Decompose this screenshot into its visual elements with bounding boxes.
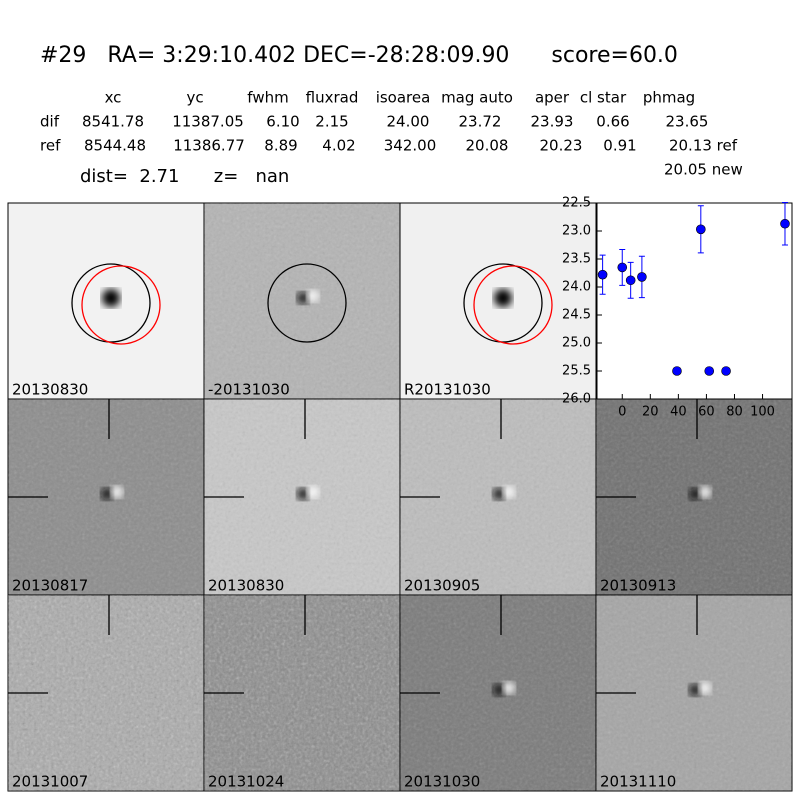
source-neg <box>493 488 505 500</box>
data-point <box>672 366 682 376</box>
y-tick-label: 26.0 <box>562 392 591 407</box>
source-neg <box>689 684 701 696</box>
table-cell: 0.66 <box>596 113 629 131</box>
source-neg <box>493 684 505 696</box>
data-point <box>780 218 790 229</box>
x-tick-label: 60 <box>698 405 715 420</box>
stamp-label: 20130830 <box>208 577 284 595</box>
table-cell: 11386.77 <box>173 137 245 155</box>
stamp-grid: 20130830 -20131030 R20131030 20130817 201308… <box>7 202 793 792</box>
table-cell: 0.91 <box>603 137 636 155</box>
table-cell: 11387.05 <box>172 113 244 131</box>
y-tick-label: 23.5 <box>562 252 591 267</box>
x-tick-label: 100 <box>750 405 775 420</box>
table-cell: 6.10 <box>266 113 299 131</box>
lightcurve: 22.5 23.0 23.5 24.0 24.5 25.0 25.5 26.0 0 20 40 60 8… <box>562 196 793 420</box>
aperture <box>267 263 347 343</box>
column-header: yc <box>186 89 203 107</box>
aperture <box>463 263 543 343</box>
y-tick-label: 22.5 <box>562 196 591 211</box>
stamp-label: 20131110 <box>600 773 676 791</box>
source-neg <box>689 488 701 500</box>
table-cell: 2.15 <box>315 113 348 131</box>
x-tick-label: 0 <box>618 405 626 420</box>
y-tick-label: 23.0 <box>562 224 591 239</box>
y-tick-label: 24.0 <box>562 280 591 295</box>
table-cell: 8.89 <box>264 137 297 155</box>
table-cell: 20.13 ref <box>669 137 738 155</box>
stamp-label: 20130817 <box>12 577 88 595</box>
data-point <box>704 366 715 376</box>
source-pos <box>503 682 515 694</box>
table-cell: 8541.78 <box>82 113 144 131</box>
stamp-label: 20131030 <box>404 773 480 791</box>
title: #29 RA= 3:29:10.402 DEC=-28:28:09.90 sco… <box>40 43 678 68</box>
source <box>102 289 120 307</box>
source-neg <box>297 488 309 500</box>
stamp-label: R20131030 <box>404 381 491 399</box>
source-pos <box>307 486 319 498</box>
source-pos <box>699 486 711 498</box>
aperture-ref <box>473 265 553 345</box>
column-header: fwhm <box>247 89 288 107</box>
stamp-label: 20130905 <box>404 577 480 595</box>
column-header: phmag <box>643 89 695 107</box>
column-header: cl star <box>580 89 627 107</box>
row-label: dif <box>40 113 60 131</box>
table-cell: 20.08 <box>466 137 509 155</box>
stamp-label: -20131030 <box>208 381 290 399</box>
x-tick-label: 20 <box>642 405 659 420</box>
source-pos <box>503 486 515 498</box>
y-tick-label: 25.5 <box>562 364 591 379</box>
data-point <box>721 366 731 376</box>
row-label: ref <box>40 137 61 155</box>
table-cell: 24.00 <box>387 113 430 131</box>
extra-mag: 20.05 new <box>664 161 743 179</box>
source <box>494 289 512 307</box>
x-tick-label: 80 <box>726 405 743 420</box>
source-neg <box>297 292 309 304</box>
stamp-label: 20131024 <box>208 773 284 791</box>
table-cell: 23.65 <box>666 113 709 131</box>
aperture-ref <box>81 265 161 345</box>
source-neg <box>101 488 113 500</box>
source-pos <box>111 486 123 498</box>
y-tick-label: 24.5 <box>562 308 591 323</box>
table-cell: 23.93 <box>531 113 574 131</box>
column-header: fluxrad <box>306 89 359 107</box>
source-pos <box>307 290 319 302</box>
y-tick-label: 25.0 <box>562 336 591 351</box>
column-header: aper <box>535 89 570 107</box>
data-point <box>597 269 608 280</box>
data-point <box>637 272 647 282</box>
source-pos <box>699 682 711 694</box>
summary: dist= 2.71 z= nan <box>80 166 289 187</box>
stamp-label: 20130830 <box>12 381 88 399</box>
data-point <box>617 262 628 273</box>
data-point <box>625 275 636 286</box>
plot-area <box>596 202 793 400</box>
x-tick-label: 40 <box>670 405 687 420</box>
column-header: isoarea <box>376 89 431 107</box>
stamp-label: 20131007 <box>12 773 88 791</box>
table-cell: 4.02 <box>322 137 355 155</box>
data-point <box>696 224 706 235</box>
column-header: mag auto <box>441 89 513 107</box>
table-cell: 8544.48 <box>84 137 146 155</box>
column-header: xc <box>105 89 122 107</box>
aperture <box>71 263 151 343</box>
table-cell: 342.00 <box>384 137 437 155</box>
table-cell: 20.23 <box>540 137 583 155</box>
stamp-label: 20130913 <box>600 577 676 595</box>
table-cell: 23.72 <box>459 113 502 131</box>
